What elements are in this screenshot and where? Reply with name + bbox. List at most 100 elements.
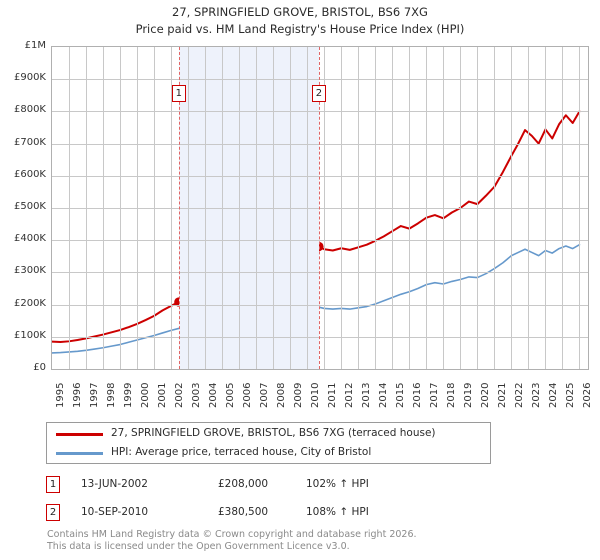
gridline-horizontal — [52, 208, 588, 209]
x-axis-tick-label: 2018 — [446, 382, 458, 408]
x-axis-tick-label: 2001 — [157, 382, 169, 408]
footer-copyright: Contains HM Land Registry data © Crown c… — [47, 529, 417, 540]
x-axis-tick-label: 2026 — [582, 382, 594, 408]
footer: Contains HM Land Registry data © Crown c… — [47, 529, 587, 552]
transaction-number-2: 2 — [46, 504, 60, 521]
transaction-number-1: 1 — [46, 476, 60, 493]
y-axis-tick-label: £900K — [13, 72, 46, 84]
x-axis-tick-label: 2015 — [395, 382, 407, 408]
gridline-vertical — [188, 47, 190, 369]
legend-label-hpi: HPI: Average price, terraced house, City… — [111, 446, 372, 458]
gridline-horizontal — [52, 336, 588, 338]
gridline-horizontal — [52, 240, 588, 242]
gridline-vertical — [358, 47, 360, 369]
event-line-1 — [178, 47, 180, 369]
gridline-vertical — [409, 47, 411, 369]
legend-item-property: 27, SPRINGFIELD GROVE, BRISTOL, BS6 7XG … — [47, 424, 490, 445]
x-axis-tick-label: 2014 — [378, 382, 390, 408]
gridline-vertical — [426, 47, 428, 369]
x-axis-tick-label: 2007 — [259, 382, 271, 408]
gridline-vertical — [494, 47, 496, 369]
legend-swatch-hpi — [56, 452, 103, 455]
x-axis-tick-label: 2021 — [497, 382, 509, 408]
gridline-vertical — [273, 47, 275, 369]
gridline-horizontal — [52, 272, 588, 274]
x-axis-tick-label: 2023 — [531, 382, 543, 408]
transaction-row-1: 1 13-JUN-2002 £208,000 102% ↑ HPI — [46, 476, 496, 496]
gridline-vertical — [392, 47, 394, 369]
gridline-vertical — [137, 47, 139, 369]
gridline-vertical — [69, 47, 71, 369]
x-axis-tick-label: 1996 — [72, 382, 84, 408]
x-axis-tick-label: 2024 — [548, 382, 560, 408]
gridline-vertical — [443, 47, 445, 369]
gridline-vertical — [290, 47, 292, 369]
transaction-hpi-1: 102% ↑ HPI — [306, 478, 369, 490]
y-axis-tick-label: £1M — [24, 40, 46, 51]
gridline-vertical — [375, 47, 377, 369]
x-axis-tick-label: 2008 — [276, 382, 288, 408]
x-axis-tick-label: 2019 — [463, 382, 475, 408]
gridline-vertical — [460, 47, 462, 369]
y-axis-tick-label: £700K — [13, 136, 46, 148]
chart-legend: 27, SPRINGFIELD GROVE, BRISTOL, BS6 7XG … — [46, 422, 491, 464]
page-subtitle: Price paid vs. HM Land Registry's House … — [135, 22, 465, 36]
x-axis-tick-label: 2005 — [225, 382, 237, 408]
gridline-vertical — [562, 47, 564, 369]
legend-swatch-property — [56, 433, 103, 437]
y-axis-tick-label: £0 — [33, 362, 46, 373]
event-marker-label-1: 1 — [171, 85, 186, 102]
legend-label-property: 27, SPRINGFIELD GROVE, BRISTOL, BS6 7XG … — [111, 427, 436, 439]
x-axis-tick-label: 2006 — [242, 382, 254, 408]
x-axis-tick-label: 1997 — [89, 382, 101, 408]
x-axis-tick-label: 1995 — [55, 382, 66, 408]
x-axis-tick-label: 2002 — [174, 382, 186, 408]
y-axis-tick-label: £200K — [13, 297, 46, 309]
gridline-horizontal — [52, 79, 588, 81]
gridline-horizontal — [52, 111, 588, 113]
title-block: 27, SPRINGFIELD GROVE, BRISTOL, BS6 7XG … — [0, 4, 600, 38]
gridline-horizontal — [52, 143, 588, 145]
gridline-vertical — [103, 47, 105, 369]
gridline-vertical — [307, 47, 309, 369]
x-axis-tick-label: 2003 — [191, 382, 203, 408]
gridline-vertical — [341, 47, 343, 369]
x-axis-labels: 1995 1996 1997 1998 1999 2000 2001 2002 2003 2004… — [51, 374, 593, 410]
x-axis-tick-label: 2011 — [327, 382, 339, 408]
footer-licence: This data is licensed under the Open Gov… — [47, 540, 350, 552]
y-axis-tick-label: £500K — [13, 201, 46, 212]
x-axis-tick-label: 1999 — [123, 382, 135, 408]
x-axis-tick-label: 2009 — [293, 382, 305, 408]
y-axis-tick-label: £400K — [13, 233, 46, 245]
gridline-vertical — [239, 47, 241, 369]
gridline-vertical — [222, 47, 224, 369]
x-axis-tick-label: 2016 — [412, 382, 424, 408]
transaction-date-1: 13-JUN-2002 — [81, 478, 148, 490]
transaction-row-2: 2 10-SEP-2010 £380,500 108% ↑ HPI — [46, 504, 496, 524]
y-axis-tick-label: £800K — [13, 104, 46, 116]
gridline-vertical — [256, 47, 258, 369]
gridline-vertical — [545, 47, 547, 369]
x-axis-tick-label: 2012 — [344, 382, 356, 408]
gridline-vertical — [205, 47, 207, 369]
y-axis-tick-label: £100K — [13, 329, 46, 341]
gridline-vertical — [120, 47, 122, 369]
x-axis-tick-label: 2004 — [208, 382, 220, 408]
gridline-vertical — [171, 47, 173, 369]
x-axis-tick-label: 2022 — [514, 382, 526, 408]
y-axis-tick-label: £600K — [13, 168, 46, 180]
page-title: 27, SPRINGFIELD GROVE, BRISTOL, BS6 7XG — [172, 5, 428, 19]
transaction-hpi-2: 108% ↑ HPI — [306, 506, 369, 518]
gridline-vertical — [579, 47, 581, 369]
gridline-vertical — [477, 47, 479, 369]
gridline-vertical — [324, 47, 326, 369]
transaction-date-2: 10-SEP-2010 — [81, 506, 149, 518]
y-axis-tick-label: £300K — [13, 265, 46, 277]
event-line-2 — [318, 47, 320, 369]
gridline-vertical — [511, 47, 513, 369]
gridline-vertical — [528, 47, 530, 369]
transaction-price-2: £380,500 — [218, 506, 269, 518]
y-axis-labels: £1M £900K £800K £700K £600K £500K £400K £300K £2… — [0, 40, 600, 373]
x-axis-tick-label: 2017 — [429, 382, 441, 408]
